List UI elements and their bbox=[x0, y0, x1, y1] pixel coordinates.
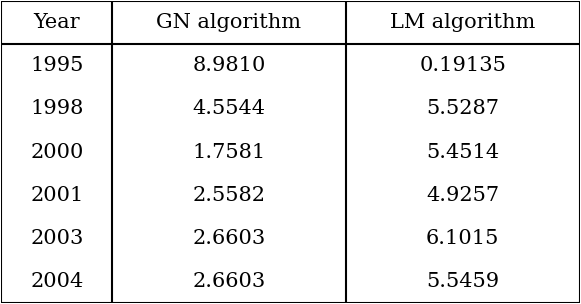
Text: 2.5582: 2.5582 bbox=[192, 185, 266, 205]
Text: 1998: 1998 bbox=[30, 99, 84, 119]
Text: 2000: 2000 bbox=[30, 143, 84, 161]
Text: 5.4514: 5.4514 bbox=[426, 143, 499, 161]
Text: 4.9257: 4.9257 bbox=[426, 185, 499, 205]
Text: 2004: 2004 bbox=[30, 271, 84, 291]
Text: 0.19135: 0.19135 bbox=[419, 57, 506, 75]
Text: GN algorithm: GN algorithm bbox=[156, 13, 302, 33]
Text: 4.5544: 4.5544 bbox=[192, 99, 266, 119]
Text: 2001: 2001 bbox=[30, 185, 84, 205]
Text: 2003: 2003 bbox=[30, 229, 84, 247]
Text: 2.6603: 2.6603 bbox=[192, 271, 266, 291]
Text: Year: Year bbox=[34, 13, 80, 33]
Text: 6.1015: 6.1015 bbox=[426, 229, 500, 247]
Text: 5.5287: 5.5287 bbox=[426, 99, 499, 119]
Text: LM algorithm: LM algorithm bbox=[390, 13, 536, 33]
Text: 5.5459: 5.5459 bbox=[426, 271, 499, 291]
Text: 2.6603: 2.6603 bbox=[192, 229, 266, 247]
Text: 1995: 1995 bbox=[30, 57, 84, 75]
Text: 1.7581: 1.7581 bbox=[192, 143, 266, 161]
Text: 8.9810: 8.9810 bbox=[192, 57, 266, 75]
